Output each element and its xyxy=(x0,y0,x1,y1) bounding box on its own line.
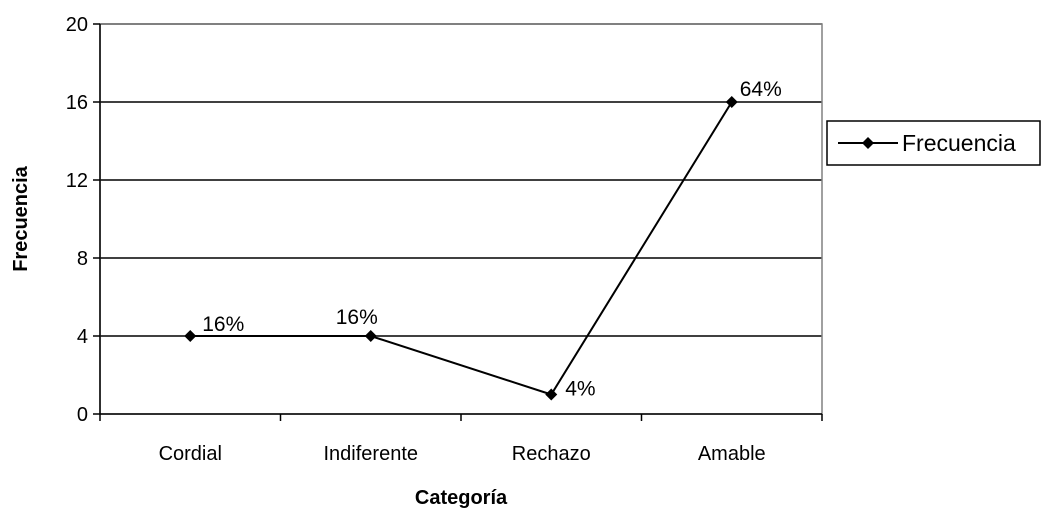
data-labels: 16% 16% 4% 64% xyxy=(202,78,782,401)
y-tick-label: 4 xyxy=(77,326,88,348)
axes xyxy=(93,23,823,421)
data-point-marker xyxy=(725,96,738,108)
legend-label: Frecuencia xyxy=(902,130,1016,156)
x-tick-label: Amable xyxy=(698,443,766,465)
data-point-marker xyxy=(364,330,377,342)
legend: Frecuencia xyxy=(826,120,1041,166)
data-point-marker xyxy=(184,330,197,342)
y-tick-labels: 0 4 8 12 16 20 xyxy=(66,14,88,426)
y-tick-label: 16 xyxy=(66,92,88,114)
x-axis-title: Categoría xyxy=(415,487,508,509)
data-point-marker xyxy=(545,388,558,401)
series-line xyxy=(190,101,733,396)
y-tick-label: 12 xyxy=(66,170,88,192)
data-label: 64% xyxy=(740,78,782,101)
y-tick-label: 20 xyxy=(66,14,88,36)
x-tick-labels: Cordial Indiferente Rechazo Amable xyxy=(159,443,766,465)
y-tick-label: 0 xyxy=(77,404,88,426)
data-label: 16% xyxy=(202,313,244,336)
series xyxy=(184,96,738,401)
x-tick-label: Rechazo xyxy=(512,443,591,465)
plot-area-border xyxy=(99,23,823,415)
data-label: 4% xyxy=(565,378,595,401)
gridlines xyxy=(100,23,822,337)
x-tick-label: Indiferente xyxy=(323,443,418,465)
data-label: 16% xyxy=(336,306,378,329)
legend-diamond-marker xyxy=(862,137,874,149)
y-tick-label: 8 xyxy=(77,248,88,270)
x-tick-label: Cordial xyxy=(159,443,222,465)
legend-box xyxy=(826,120,1041,166)
y-axis-title: Frecuencia xyxy=(10,165,32,271)
